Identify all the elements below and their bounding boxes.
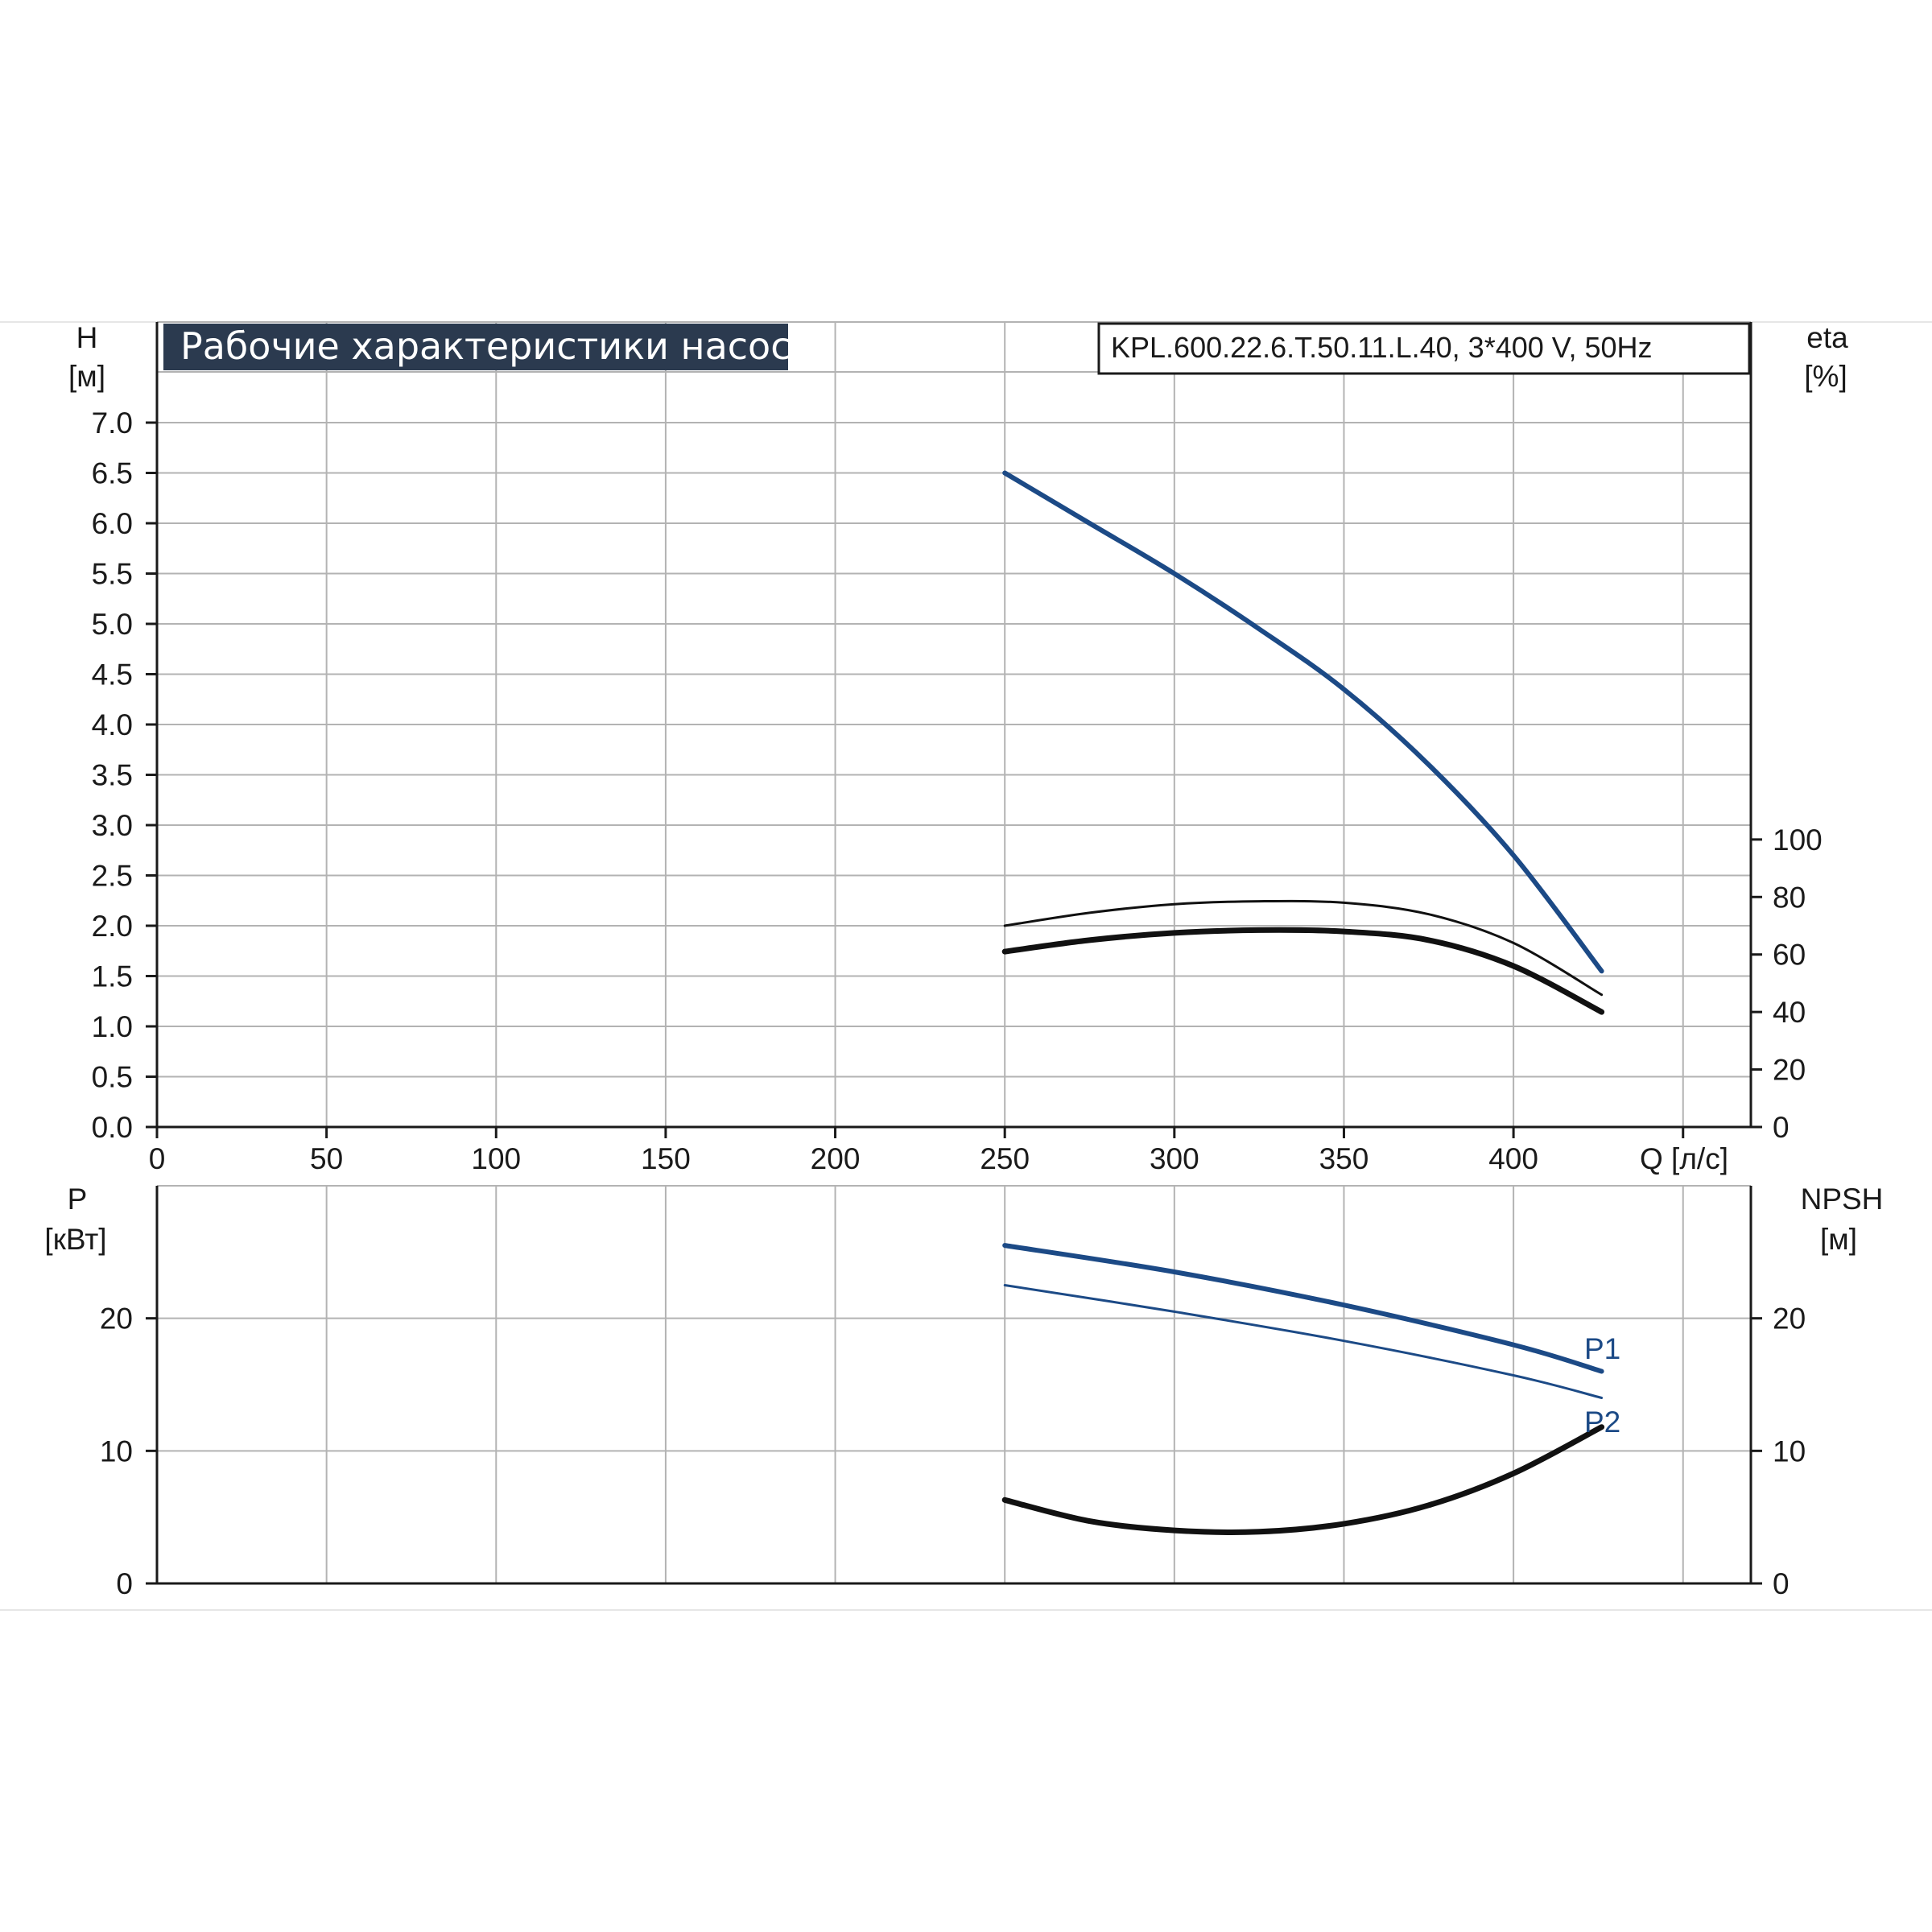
q-axis-label: Q [л/с] bbox=[1640, 1142, 1728, 1175]
x-tick-label: 300 bbox=[1150, 1142, 1199, 1175]
p1-curve bbox=[1002, 1243, 1604, 1374]
eta-curve-2 bbox=[1001, 927, 1605, 1015]
x-tick-label: 250 bbox=[980, 1142, 1030, 1175]
eta-tick-label: 60 bbox=[1773, 939, 1806, 972]
npsh-tick-label: 0 bbox=[1773, 1567, 1790, 1600]
h-tick-label: 5.5 bbox=[92, 558, 133, 591]
x-tick-label: 0 bbox=[149, 1142, 166, 1175]
eta-tick-label: 0 bbox=[1773, 1111, 1790, 1144]
npsh-curve bbox=[1001, 1424, 1605, 1535]
h-tick-label: 2.5 bbox=[92, 860, 133, 893]
eta-tick-label: 100 bbox=[1773, 824, 1823, 857]
p-axis-label: P bbox=[68, 1183, 88, 1216]
h-axis-label: H bbox=[76, 321, 98, 354]
p-tick-label: 10 bbox=[100, 1435, 133, 1468]
npsh-tick-label: 20 bbox=[1773, 1302, 1806, 1335]
x-tick-label: 350 bbox=[1319, 1142, 1369, 1175]
p-tick-label: 0 bbox=[116, 1567, 133, 1600]
h-tick-label: 4.0 bbox=[92, 708, 133, 741]
x-tick-label: 400 bbox=[1488, 1142, 1538, 1175]
p-axis-unit: [кВт] bbox=[44, 1223, 106, 1256]
h-tick-label: 0.0 bbox=[92, 1111, 133, 1144]
h-tick-label: 1.0 bbox=[92, 1010, 133, 1043]
h-tick-label: 2.0 bbox=[92, 910, 133, 943]
x-tick-label: 100 bbox=[471, 1142, 521, 1175]
h-tick-label: 6.0 bbox=[92, 507, 133, 540]
p2-curve-label: P2 bbox=[1584, 1406, 1620, 1439]
model-label: KPL.600.22.6.T.50.11.L.40, 3*400 V, 50Hz bbox=[1111, 331, 1653, 364]
eta-tick-label: 20 bbox=[1773, 1054, 1806, 1087]
h-tick-label: 3.5 bbox=[92, 759, 133, 792]
p2-curve bbox=[1003, 1284, 1604, 1399]
h-curve bbox=[1002, 470, 1604, 974]
npsh-axis-unit: [м] bbox=[1820, 1223, 1857, 1256]
eta-axis-unit: [%] bbox=[1804, 360, 1847, 393]
npsh-tick-label: 10 bbox=[1773, 1435, 1806, 1468]
axes bbox=[146, 322, 1762, 1585]
h-tick-label: 6.5 bbox=[92, 457, 133, 490]
h-tick-label: 7.0 bbox=[92, 407, 133, 440]
eta-axis-label: eta bbox=[1806, 321, 1848, 354]
h-tick-label: 0.5 bbox=[92, 1061, 133, 1094]
h-tick-label: 4.5 bbox=[92, 658, 133, 691]
chart-title: Рабочие характеристики насоса bbox=[180, 324, 814, 368]
x-tick-label: 50 bbox=[310, 1142, 343, 1175]
curves bbox=[1001, 470, 1605, 1535]
model-box bbox=[1097, 322, 1751, 375]
h-tick-label: 5.0 bbox=[92, 608, 133, 641]
h-axis-unit: [м] bbox=[68, 360, 105, 393]
eta-tick-label: 80 bbox=[1773, 881, 1806, 914]
x-tick-label: 200 bbox=[811, 1142, 861, 1175]
npsh-axis-label: NPSH bbox=[1801, 1183, 1884, 1216]
top-panel-grid bbox=[157, 321, 1751, 1127]
h-tick-label: 3.0 bbox=[92, 809, 133, 842]
title-box bbox=[163, 324, 788, 370]
p-tick-label: 20 bbox=[100, 1302, 133, 1335]
tick-labels: 0 50 100 150 200 250 300 350 4000.00.51.01.52.02… bbox=[92, 407, 1823, 1600]
x-tick-label: 150 bbox=[641, 1142, 691, 1175]
eta-curve-1 bbox=[1003, 899, 1604, 997]
bottom-panel-grid bbox=[157, 1185, 1751, 1583]
h-tick-label: 1.5 bbox=[92, 960, 133, 993]
eta-tick-label: 40 bbox=[1773, 996, 1806, 1029]
p1-curve-label: P1 bbox=[1584, 1332, 1620, 1365]
